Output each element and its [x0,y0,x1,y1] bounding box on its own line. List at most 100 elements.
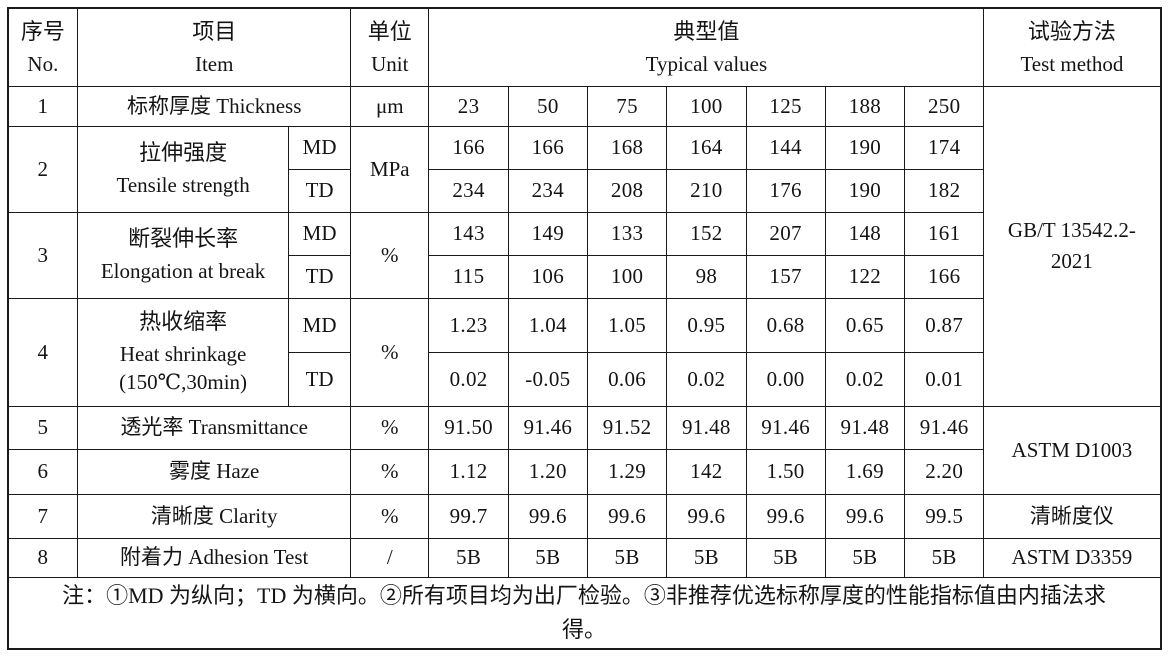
header-no-zh: 序号 [20,18,65,44]
footnote-line-2: 得。 [561,616,606,642]
cell-value: 0.01 [904,351,985,407]
item-condition: (150℃,30min) [119,370,248,395]
cell-direction-md: MD [287,211,352,256]
cell-no: 7 [6,493,79,539]
item-zh: 热收缩率 [139,309,228,335]
cell-item: 热收缩率 Heat shrinkage (150℃,30min) [77,297,289,407]
cell-value: 99.6 [745,493,826,539]
cell-value: 234 [507,168,588,213]
cell-value: 133 [586,211,668,256]
cell-value: 1.05 [586,297,668,353]
cell-item: 清晰度 Clarity [77,493,352,539]
cell-value: 91.52 [586,405,668,450]
cell-value: 161 [904,211,985,256]
cell-value: 0.02 [666,351,747,407]
cell-value: 210 [666,168,747,213]
cell-unit: % [350,448,430,495]
cell-value: 99.6 [507,493,588,539]
cell-value: 91.46 [745,405,826,450]
cell-value: 125 [745,85,826,127]
footnote-cell: 注：①MD 为纵向；TD 为横向。②所有项目均为出厂检验。③非推荐优选标称厚度的… [7,576,1161,650]
cell-unit: % [350,493,430,539]
cell-value: 50 [507,85,588,127]
cell-unit: % [350,211,430,299]
method-text: GB/T 13542.2-2021 [1007,217,1136,274]
table-footnote-row: 注：①MD 为纵向；TD 为横向。②所有项目均为出厂检验。③非推荐优选标称厚度的… [7,576,1161,650]
footnote-line-1: 注：①MD 为纵向；TD 为横向。②所有项目均为出厂检验。③非推荐优选标称厚度的… [62,582,1106,608]
cell-no: 3 [6,211,79,299]
cell-value: 0.00 [745,351,826,407]
cell-value: 5B [904,537,985,578]
table-header-row: 序号 No. 项目 Item 单位 Unit 典型值 Typical value… [6,7,1161,87]
cell-value: 5B [824,537,906,578]
cell-value: 1.20 [507,448,588,495]
cell-value: 0.65 [824,297,906,353]
header-cell-unit: 单位 Unit [350,7,430,87]
cell-value: 5B [586,537,668,578]
cell-method-astm-d1003: ASTM D1003 [983,405,1161,495]
cell-unit: μm [350,85,430,127]
cell-value: 190 [824,125,906,170]
table-row-haze: 6 雾度 Haze % 1.12 1.20 1.29 142 1.50 1.69… [6,448,1161,495]
cell-value: 100 [666,85,747,127]
cell-value: 164 [666,125,747,170]
cell-no: 2 [6,125,79,213]
header-method-en: Test method [1020,52,1124,77]
cell-no: 1 [6,85,79,127]
cell-value: 99.6 [586,493,668,539]
cell-value: 166 [507,125,588,170]
cell-value: 188 [824,85,906,127]
cell-unit: / [350,537,430,578]
header-item-en: Item [194,52,234,77]
cell-value: 234 [428,168,509,213]
item-en: Heat shrinkage [119,342,247,366]
cell-method-clarity-meter: 清晰度仪 [983,493,1161,539]
cell-value: -0.05 [507,351,588,407]
cell-value: 99.5 [904,493,985,539]
cell-value: 106 [507,254,588,299]
cell-value: 91.48 [824,405,906,450]
header-typical-zh: 典型值 [673,18,740,44]
cell-value: 166 [904,254,985,299]
cell-method-astm-d3359: ASTM D3359 [983,537,1161,578]
cell-item: 雾度 Haze [77,448,352,495]
cell-value: 0.06 [586,351,668,407]
cell-value: 2.20 [904,448,985,495]
table-row-tensile-td: TD 234 234 208 210 176 190 182 [8,168,1161,213]
cell-direction-td: TD [287,351,352,407]
cell-unit: % [350,405,430,450]
cell-item: 拉伸强度 Tensile strength [77,125,289,213]
cell-value: 99.6 [666,493,747,539]
table-row-shrinkage-md: 4 热收缩率 Heat shrinkage (150℃,30min) MD % … [6,297,1161,407]
cell-unit: % [350,297,430,407]
header-cell-no: 序号 No. [6,7,79,87]
cell-value: 0.68 [745,297,826,353]
cell-no: 5 [6,405,79,450]
cell-item: 附着力 Adhesion Test [77,537,352,578]
cell-value: 143 [428,211,509,256]
cell-value: 207 [745,211,826,256]
cell-direction-td: TD [287,254,352,299]
cell-value: 1.69 [824,448,906,495]
cell-value: 1.12 [428,448,509,495]
cell-value: 157 [745,254,826,299]
cell-value: 1.29 [586,448,668,495]
cell-value: 75 [586,85,668,127]
header-cell-typical-values: 典型值 Typical values [428,7,985,87]
table-row-adhesion: 8 附着力 Adhesion Test / 5B 5B 5B 5B 5B 5B … [6,537,1161,578]
cell-value: 5B [666,537,747,578]
cell-value: 91.46 [507,405,588,450]
cell-value: 5B [745,537,826,578]
cell-value: 1.23 [428,297,509,353]
cell-no: 4 [6,297,79,407]
cell-value: 5B [428,537,509,578]
cell-value: 176 [745,168,826,213]
cell-value: 91.48 [666,405,747,450]
cell-value: 0.02 [824,351,906,407]
cell-value: 1.04 [507,297,588,353]
cell-no: 8 [6,537,79,578]
cell-value: 91.46 [904,405,985,450]
cell-direction-td: TD [287,168,352,213]
header-cell-item: 项目 Item [77,7,352,87]
cell-value: 115 [428,254,509,299]
